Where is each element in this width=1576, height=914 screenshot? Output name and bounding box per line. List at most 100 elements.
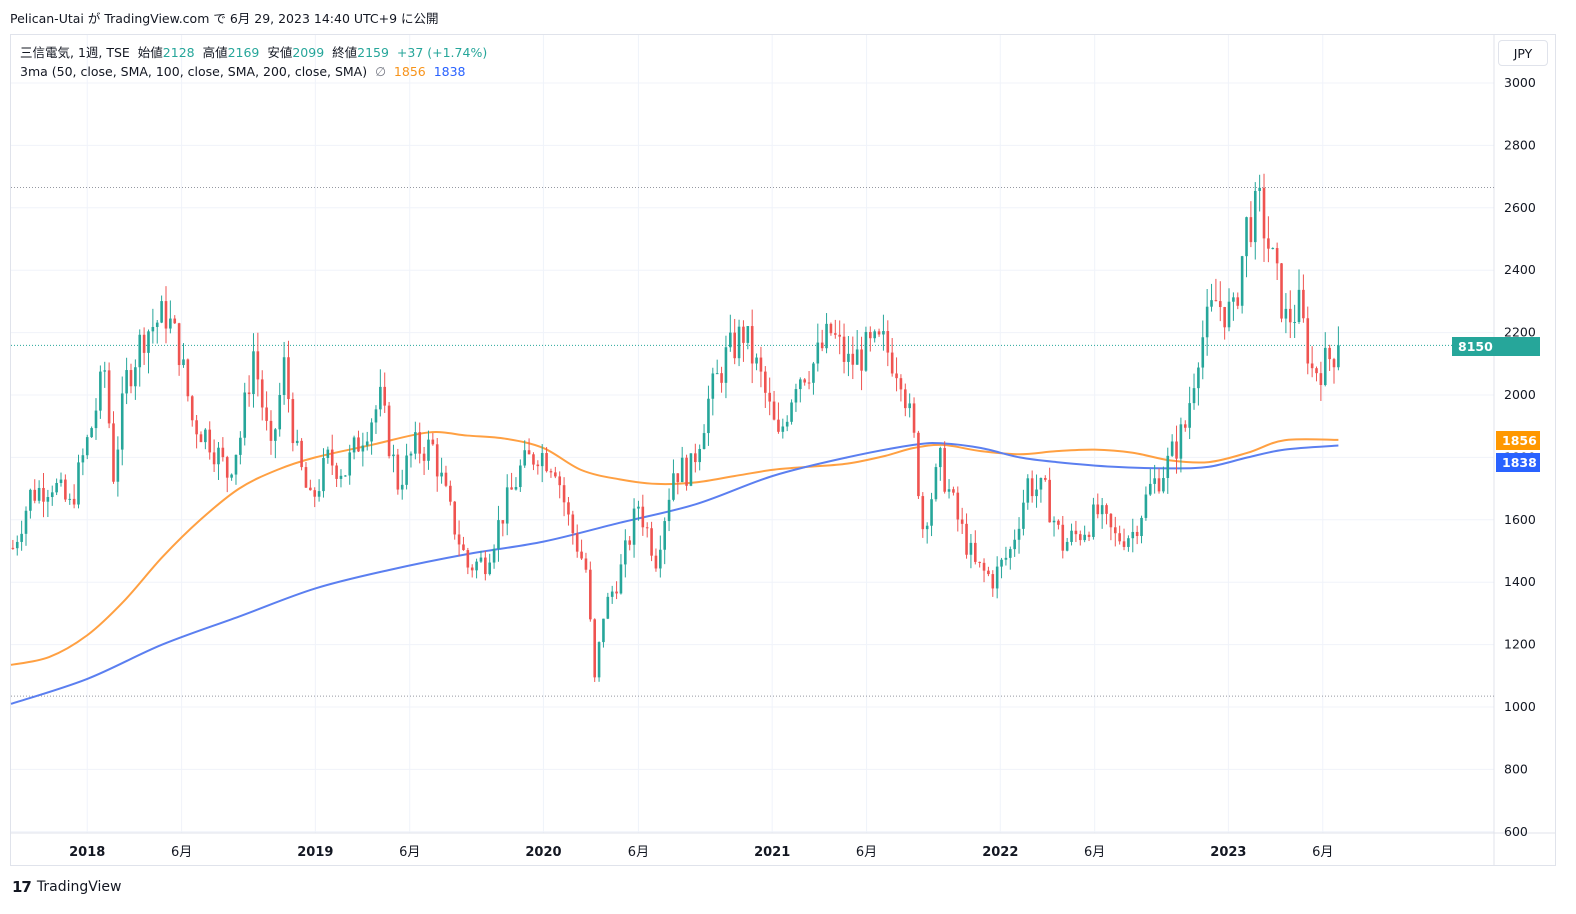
candle-body (715, 373, 719, 375)
candle-body (1096, 504, 1100, 515)
candle-body (580, 551, 583, 559)
indicator-title: 3ma (50, close, SMA, 100, close, SMA, 20… (20, 64, 368, 79)
candle-body (672, 473, 675, 500)
candle-body (1271, 248, 1275, 250)
candle-body (680, 457, 684, 483)
price-tick-label: 2000 (1504, 387, 1536, 402)
candle-body (64, 479, 67, 500)
symbol-legend[interactable]: 三信電気, 1週, TSE 始値2128 高値2169 安値2099 終値215… (20, 42, 487, 61)
candle-body (427, 439, 430, 461)
candle-body (470, 567, 474, 571)
candle-body (921, 496, 925, 530)
candle-body (422, 453, 426, 461)
candle-body (1087, 534, 1091, 537)
candle-body (514, 487, 518, 490)
candle-body (357, 437, 360, 452)
candle-body (1035, 489, 1038, 497)
candle-body (1284, 308, 1288, 319)
candle-body (1267, 238, 1270, 249)
candle-body (1192, 388, 1196, 404)
candle-body (632, 508, 636, 545)
candle-body (510, 487, 513, 490)
candle-body (1170, 441, 1174, 456)
chart-grid (11, 35, 1556, 866)
candle-body (619, 564, 623, 594)
low-value: 2099 (292, 45, 325, 60)
candle-body (252, 351, 255, 395)
candle-body (46, 497, 50, 502)
candle-body (799, 379, 802, 390)
candle-body (562, 485, 566, 503)
candle-body (1144, 494, 1148, 518)
candle-body (479, 557, 483, 562)
candle-body (475, 561, 478, 571)
candle-body (295, 440, 299, 444)
candle-body (217, 447, 220, 465)
change-value: +37 (+1.74%) (396, 45, 488, 60)
candle-body (497, 520, 500, 549)
candle-body (698, 448, 701, 463)
candle-body (1065, 541, 1069, 551)
candle-body (142, 334, 146, 353)
candle-body (1315, 368, 1318, 374)
candle-body (466, 550, 470, 568)
candle-body (917, 432, 920, 497)
candle-body (1030, 478, 1034, 497)
close-label: 終値 (332, 45, 358, 60)
candle-body (313, 490, 317, 497)
indicator-legend[interactable]: 3ma (50, close, SMA, 100, close, SMA, 20… (20, 64, 466, 79)
candle-body (392, 454, 395, 457)
candle-body (1052, 520, 1056, 523)
time-tick-label: 6月 (1084, 845, 1105, 860)
ma100-legend-value: 1856 (393, 64, 426, 79)
candle-body (523, 450, 527, 466)
candle-body (720, 373, 723, 383)
candle-body (15, 541, 19, 549)
time-tick-label: 2020 (525, 845, 561, 860)
time-tick-label: 6月 (628, 845, 649, 860)
candle-body (724, 347, 728, 383)
candle-body (877, 331, 881, 335)
price-tick-label: 1400 (1504, 574, 1536, 589)
candle-body (11, 547, 15, 549)
brand-name: TradingView (36, 879, 122, 895)
price-axis: 3000280026002400220020001800160014001200… (1504, 75, 1536, 839)
candle-body (777, 419, 780, 432)
candle-body (895, 373, 898, 379)
candle-body (873, 331, 876, 339)
candle-body (1140, 517, 1143, 537)
price-tick-label: 600 (1504, 824, 1528, 839)
candle-body (794, 389, 798, 403)
candle-body (812, 363, 815, 383)
candle-body (1048, 479, 1051, 523)
candle-body (20, 533, 23, 542)
candle-body (781, 426, 785, 432)
currency-button[interactable]: JPY (1498, 40, 1548, 66)
tradingview-brand[interactable]: 17 TradingView (12, 878, 121, 896)
candle-body (1280, 263, 1283, 319)
candle-body (177, 323, 181, 366)
candle-body (1205, 306, 1209, 338)
candle-body (348, 452, 352, 476)
price-tick-label: 3000 (1504, 75, 1536, 90)
candle-body (169, 318, 172, 329)
time-tick-label: 2019 (297, 845, 333, 860)
candle-body (274, 429, 277, 441)
candle-body (554, 472, 557, 477)
candle-body (938, 448, 942, 468)
candle-body (847, 353, 850, 362)
candle-body (1214, 300, 1218, 302)
candle-body (444, 472, 448, 486)
candle-body (1218, 301, 1222, 308)
candle-body (1017, 528, 1021, 540)
candle-body (567, 502, 570, 515)
candle-body (1153, 478, 1156, 484)
candle-body (116, 449, 120, 482)
candle-body (1148, 483, 1152, 495)
candle-body (1157, 478, 1161, 492)
hidden-series-icon[interactable]: ∅ (375, 64, 386, 79)
high-value: 2169 (227, 45, 260, 60)
candle-body (597, 642, 601, 678)
candle-body (785, 421, 789, 427)
